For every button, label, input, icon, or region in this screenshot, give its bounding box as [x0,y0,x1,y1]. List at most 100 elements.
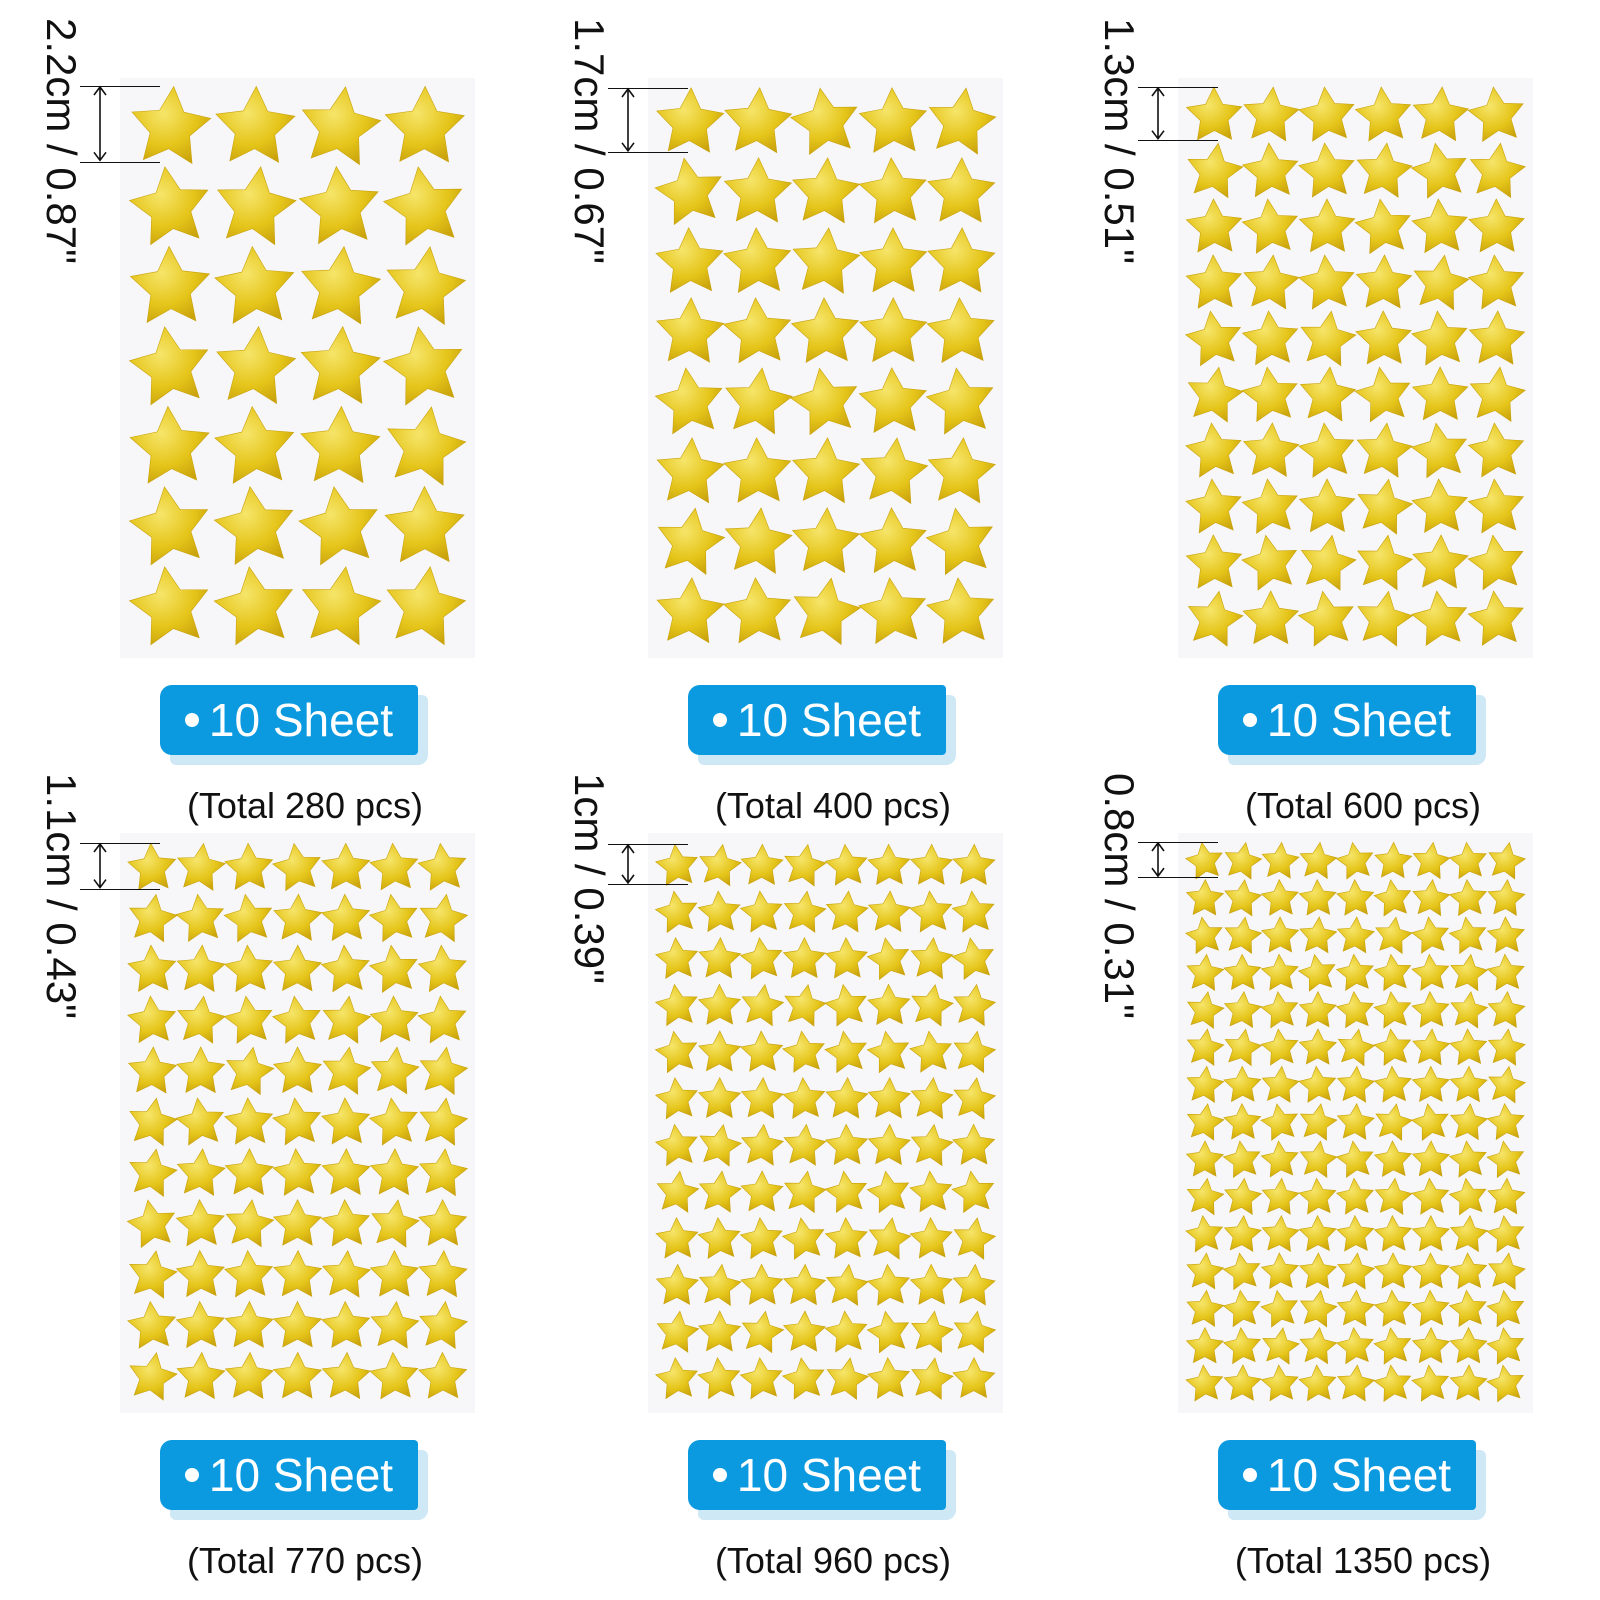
star-sticker [417,842,467,891]
star-sticker [176,1046,226,1094]
star-sticker [722,297,792,364]
dimension-line [608,87,688,89]
star-sticker [382,326,463,406]
star-sticker [1337,1252,1376,1290]
sticker-panel-1: 2.2cm / 0.87" 10 Sheet (Total 280 pcs) [0,0,520,826]
star-sticker [370,1300,420,1349]
star-sticker [1260,878,1299,916]
star-sticker [1450,1102,1489,1141]
star-sticker [214,245,295,324]
star-sticker [953,983,997,1027]
star-sticker [952,1263,996,1306]
star-sticker [418,1198,468,1246]
star-sticker [1336,1289,1375,1327]
star-sticker [1224,879,1263,917]
star-sticker [1411,916,1450,954]
star-sticker [1335,841,1374,880]
star-sticker [321,1097,371,1145]
star-sticker [1488,1252,1526,1291]
star-sticker [1298,1364,1337,1402]
star-sticker [1185,1140,1225,1177]
star-sticker [1299,1140,1338,1179]
star-sticker [1186,1289,1225,1327]
star-sticker [223,995,273,1044]
star-sticker [321,842,371,890]
star-sticker [176,944,226,993]
star-sticker [1467,254,1525,310]
star-sticker [369,1351,419,1400]
star-sticker [129,405,210,484]
star-sticker [1222,1289,1261,1328]
star-sticker [322,1046,372,1095]
star-sticker [1337,1028,1376,1067]
star-sticker [1411,198,1468,254]
dimension-line [80,843,160,845]
star-sticker [129,1250,178,1299]
star-sticker [824,1310,868,1353]
star-sticker [1260,953,1299,991]
star-sticker [215,85,296,163]
star-sticker [858,87,928,153]
sticker-sheet [648,833,1003,1413]
dimension-line [1138,842,1218,844]
sheet-count-badge: 10 Sheet [688,685,956,765]
star-sticker [1260,1252,1299,1290]
star-sticker [697,1217,741,1260]
star-sticker [1412,1028,1451,1066]
star-sticker [697,890,741,933]
star-sticker [698,1030,742,1072]
star-sticker [1411,478,1469,534]
star-sticker [656,87,725,153]
star-sticker [926,577,995,644]
star-sticker [909,1263,953,1305]
star-sticker [654,1123,698,1167]
star-sticker [1241,310,1299,366]
star-sticker [129,1352,178,1401]
star-sticker [1336,1214,1375,1252]
star-sticker [784,1170,827,1214]
star-sticker [1357,534,1414,591]
star-sticker [298,486,378,566]
star-sticker [654,1030,698,1074]
star-sticker [128,566,209,646]
bullet-icon [1242,1467,1257,1482]
star-sticker [1298,86,1355,142]
star-grid [1184,86,1527,647]
star-sticker [866,1170,910,1214]
star-sticker [175,1198,225,1247]
star-sticker [368,944,418,993]
star-sticker [1185,1326,1224,1364]
star-sticker [739,890,783,933]
star-sticker [866,937,910,981]
star-grid [654,843,997,1400]
star-sticker [1411,990,1450,1028]
star-sticker [127,1300,177,1349]
star-sticker [300,325,381,404]
star-sticker [1411,1177,1450,1215]
star-sticker [129,893,178,943]
star-sticker [1185,841,1223,880]
star-sticker [1298,990,1337,1028]
star-sticker [1373,1065,1412,1103]
star-sticker [387,406,467,486]
star-sticker [175,893,225,942]
dimension-arrow [1151,841,1165,878]
star-sticker [1450,991,1489,1029]
star-sticker [1487,990,1526,1029]
star-sticker [867,890,912,933]
star-sticker [1335,990,1374,1029]
dimension-arrow [93,842,107,890]
star-sticker [925,367,994,435]
star-sticker [1411,1065,1450,1102]
star-sticker [1224,916,1263,955]
star-sticker [1185,1215,1224,1253]
star-sticker [1184,310,1242,367]
star-sticker [1411,953,1450,991]
star-sticker [129,1148,178,1198]
star-sticker [826,1357,870,1400]
star-sticker [656,1310,700,1353]
star-sticker [1241,478,1298,534]
star-sticker [782,1077,826,1119]
star-sticker [858,577,927,645]
star-sticker [1449,1364,1488,1401]
